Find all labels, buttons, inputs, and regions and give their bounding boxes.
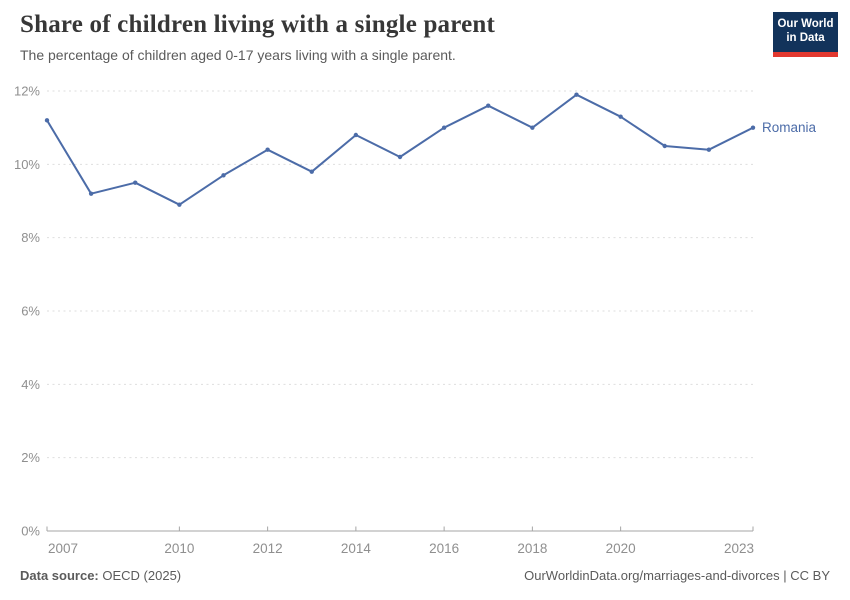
y-axis-tick-label: 6% — [21, 304, 40, 319]
y-axis-tick-label: 2% — [21, 450, 40, 465]
data-point-2007[interactable] — [44, 118, 50, 123]
citation-link[interactable]: OurWorldinData.org/marriages-and-divorce… — [524, 568, 830, 583]
data-point-2012[interactable] — [265, 147, 270, 152]
data-point-2011[interactable] — [221, 173, 226, 178]
data-point-2018[interactable] — [530, 125, 535, 130]
data-point-2009[interactable] — [133, 180, 138, 185]
y-axis-tick-label: 8% — [21, 230, 40, 245]
series-line-romania[interactable] — [46, 93, 754, 206]
y-axis-tick-label: 10% — [14, 157, 40, 172]
data-source-label: Data source: — [20, 568, 99, 583]
x-axis-tick-label: 2020 — [606, 541, 636, 556]
chart-title: Share of children living with a single p… — [20, 11, 496, 38]
data-point-2019[interactable] — [574, 92, 579, 97]
data-point-2021[interactable] — [662, 143, 667, 149]
data-point-2008[interactable] — [88, 191, 94, 196]
owid-logo-line1: Our World — [777, 18, 834, 31]
y-axis-tick-label: 12% — [14, 84, 40, 99]
y-axis-tick-label: 0% — [21, 524, 40, 539]
data-point-2022[interactable] — [706, 147, 712, 152]
x-axis-tick-label: 2018 — [517, 541, 547, 556]
owid-logo[interactable]: Our World in Data — [773, 12, 838, 57]
data-point-2013[interactable] — [309, 169, 314, 174]
data-point-2010[interactable] — [177, 202, 182, 207]
owid-logo-line2: in Data — [786, 32, 825, 44]
series-label-romania[interactable]: Romania — [762, 120, 817, 135]
x-axis-tick-label: 2023 — [724, 541, 754, 556]
data-point-2023[interactable] — [750, 125, 756, 130]
data-point-2016[interactable] — [441, 125, 447, 130]
x-axis-tick-label: 2016 — [429, 541, 459, 556]
x-axis-tick-label: 2010 — [164, 541, 194, 556]
data-point-2020[interactable] — [618, 114, 623, 119]
x-axis-tick-label: 2007 — [48, 541, 78, 556]
data-point-2017[interactable] — [486, 103, 491, 108]
y-axis-tick-label: 4% — [21, 377, 40, 392]
x-axis-tick-label: 2014 — [341, 541, 372, 556]
x-axis-tick-label: 2012 — [253, 541, 283, 556]
data-point-2015[interactable] — [397, 154, 403, 160]
data-point-2014[interactable] — [353, 132, 359, 138]
chart-subtitle: The percentage of children aged 0-17 yea… — [20, 47, 456, 63]
data-source: Data source: OECD (2025) — [20, 568, 181, 583]
data-source-value: OECD (2025) — [102, 568, 182, 583]
